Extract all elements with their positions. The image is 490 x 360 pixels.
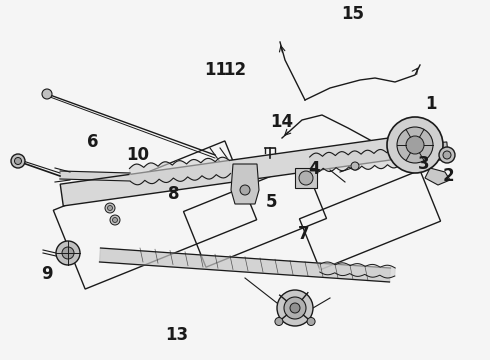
Bar [295,168,317,188]
Text: 8: 8 [168,185,180,203]
Polygon shape [231,164,259,204]
Circle shape [56,241,80,265]
Circle shape [15,158,22,165]
Circle shape [110,215,120,225]
Polygon shape [60,134,420,206]
Circle shape [307,318,315,325]
Circle shape [351,162,359,170]
Text: 13: 13 [165,326,188,344]
Polygon shape [400,152,440,161]
Text: 14: 14 [270,113,294,131]
Circle shape [284,297,306,319]
Polygon shape [310,149,400,172]
Text: 2: 2 [442,167,454,185]
Circle shape [299,171,313,185]
Polygon shape [129,157,230,185]
Text: 11: 11 [204,61,227,79]
Circle shape [277,290,313,326]
Text: 10: 10 [126,146,148,164]
Circle shape [275,318,283,325]
Circle shape [290,303,300,313]
Text: 3: 3 [418,155,430,173]
Circle shape [240,185,250,195]
Text: 6: 6 [87,133,99,151]
Circle shape [107,206,113,211]
Circle shape [42,89,52,99]
Text: 1: 1 [425,95,437,113]
Circle shape [62,247,74,259]
Polygon shape [425,168,450,185]
Circle shape [443,151,451,159]
Text: 15: 15 [342,5,364,23]
Circle shape [397,127,433,163]
Text: 12: 12 [223,61,247,79]
Text: 4: 4 [308,160,319,178]
Circle shape [105,203,115,213]
Text: 5: 5 [266,193,278,211]
Polygon shape [99,248,391,282]
Circle shape [439,147,455,163]
Polygon shape [422,142,448,158]
Text: 7: 7 [298,225,310,243]
Polygon shape [60,171,130,181]
Circle shape [406,136,424,154]
Circle shape [11,154,25,168]
Circle shape [387,117,443,173]
Polygon shape [320,262,395,278]
Circle shape [113,217,118,222]
Text: 9: 9 [41,265,52,283]
